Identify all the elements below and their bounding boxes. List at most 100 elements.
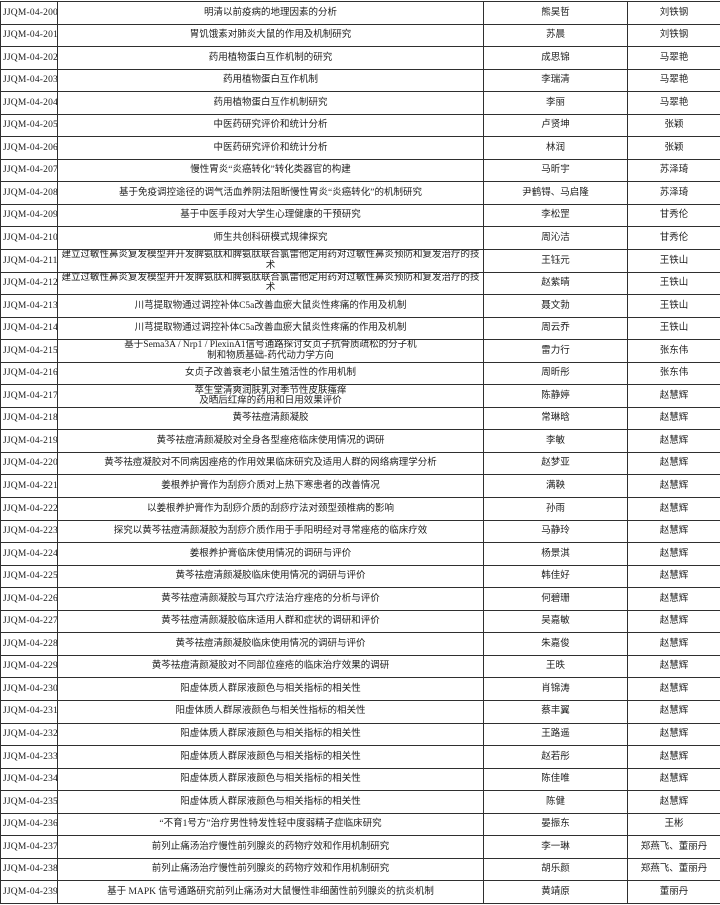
student-name-cell: 赵梦亚 [484, 452, 628, 475]
project-title-cell: 阳虚体质人群尿液颜色与相关指标的相关性 [58, 723, 484, 746]
project-title-cell: 黄芩祛痘清颜凝胶与耳穴疗法治疗痤疮的分析与评价 [58, 588, 484, 611]
project-title-cell: 阳虚体质人群尿液颜色与相关指标的相关性 [58, 768, 484, 791]
project-id-cell: JJQM-04-201 [1, 24, 58, 47]
advisor-name-cell: 王彬 [628, 813, 720, 836]
student-name-cell: 王路遥 [484, 723, 628, 746]
advisor-name-cell: 赵慧辉 [628, 452, 720, 475]
project-title-cell: 姜根养护膏临床使用情况的调研与评价 [58, 543, 484, 566]
project-id-cell: JJQM-04-231 [1, 700, 58, 723]
advisor-name-cell: 董丽丹 [628, 881, 720, 904]
advisor-name-cell: 甘秀伦 [628, 204, 720, 227]
advisor-name-cell: 王铁山 [628, 250, 720, 273]
advisor-name-cell: 赵慧辉 [628, 475, 720, 498]
advisor-name-cell: 赵慧辉 [628, 633, 720, 656]
project-title-cell: 黄芩祛痘清颜凝胶对全身各型痤疮临床使用情况的调研 [58, 430, 484, 453]
project-title-cell: 川芎提取物通过调控补体C5a改善血瘀大鼠炎性疼痛的作用及机制 [58, 317, 484, 340]
student-name-cell: 李丽 [484, 92, 628, 115]
project-title-cell: 探究以黄芩祛痘清颜凝胶为刮痧介质作用于手阳明经对寻常痤疮的临床疗效 [58, 520, 484, 543]
project-title-cell: 中医药研究评价和统计分析 [58, 114, 484, 137]
project-id-cell: JJQM-04-211 [1, 250, 58, 273]
student-name-cell: 李松罡 [484, 204, 628, 227]
project-title-cell: 黄芩祛痘清颜凝胶临床适用人群和症状的调研和评价 [58, 610, 484, 633]
student-name-cell: 晏振东 [484, 813, 628, 836]
advisor-name-cell: 赵慧辉 [628, 768, 720, 791]
project-id-cell: JJQM-04-207 [1, 159, 58, 182]
advisor-name-cell: 马翠艳 [628, 47, 720, 70]
project-id-cell: JJQM-04-225 [1, 565, 58, 588]
project-id-cell: JJQM-04-230 [1, 678, 58, 701]
advisor-name-cell: 张颖 [628, 137, 720, 160]
project-title-cell: 前列止痛汤治疗慢性前列腺炎的药物疗效和作用机制研究 [58, 858, 484, 881]
student-name-cell: 周沁洁 [484, 227, 628, 250]
advisor-name-cell: 赵慧辉 [628, 678, 720, 701]
project-title-cell: 慢性胃炎“炎癌转化”转化类器官的构建 [58, 159, 484, 182]
project-title-cell: 女贞子改善衰老小鼠生殖活性的作用机制 [58, 362, 484, 385]
project-title-cell: 基于Sema3A / Nrp1 / PlexinA1信号通路探讨女贞子抗骨质疏松… [58, 340, 484, 363]
student-name-cell: 黄靖原 [484, 881, 628, 904]
advisor-name-cell: 赵慧辉 [628, 385, 720, 408]
project-id-cell: JJQM-04-202 [1, 47, 58, 70]
project-title-cell: 基于 MAPK 信号通路研究前列止痛汤对大鼠慢性非细菌性前列腺炎的抗炎机制 [58, 881, 484, 904]
advisor-name-cell: 赵慧辉 [628, 746, 720, 769]
advisor-name-cell: 张东伟 [628, 340, 720, 363]
student-name-cell: 赵若彤 [484, 746, 628, 769]
student-name-cell: 朱嘉俊 [484, 633, 628, 656]
advisor-name-cell: 马翠艳 [628, 69, 720, 92]
project-id-cell: JJQM-04-223 [1, 520, 58, 543]
project-id-cell: JJQM-04-208 [1, 182, 58, 205]
project-title-cell: 药用植物蛋白互作机制的研究 [58, 47, 484, 70]
project-title-cell: 建立过敏性鼻炎复发模型并开发脾氨肽和脾氨肽联合氯雷他定用药对过敏性鼻炎预防和复发… [58, 250, 484, 273]
project-title-cell: 阳虚体质人群尿液颜色与相关性指标的相关性 [58, 700, 484, 723]
project-title-cell: 师生共创科研模式规律探究 [58, 227, 484, 250]
project-title-cell: 阳虚体质人群尿液颜色与相关指标的相关性 [58, 746, 484, 769]
project-id-cell: JJQM-04-209 [1, 204, 58, 227]
advisor-name-cell: 赵慧辉 [628, 723, 720, 746]
advisor-name-cell: 赵慧辉 [628, 430, 720, 453]
student-name-cell: 满鞅 [484, 475, 628, 498]
student-name-cell: 雷力行 [484, 340, 628, 363]
project-id-cell: JJQM-04-216 [1, 362, 58, 385]
project-title-cell: 阳虚体质人群尿液颜色与相关指标的相关性 [58, 791, 484, 814]
advisor-name-cell: 赵慧辉 [628, 588, 720, 611]
student-name-cell: 苏晨 [484, 24, 628, 47]
project-title-cell: “不育1号方”治疗男性特发性轻中度弱精子症临床研究 [58, 813, 484, 836]
project-title-cell: 黄芩祛痘清颜凝胶临床使用情况的调研与评价 [58, 565, 484, 588]
project-id-cell: JJQM-04-203 [1, 69, 58, 92]
project-title-cell: 前列止痛汤治疗慢性前列腺炎的药物疗效和作用机制研究 [58, 836, 484, 859]
student-name-cell: 赵紫晴 [484, 272, 628, 295]
table-row: JJQM-04-236“不育1号方”治疗男性特发性轻中度弱精子症临床研究晏振东王… [1, 813, 720, 836]
student-name-cell: 卢贤坤 [484, 114, 628, 137]
student-name-cell: 聂文勃 [484, 295, 628, 318]
advisor-name-cell: 赵慧辉 [628, 565, 720, 588]
project-id-cell: JJQM-04-212 [1, 272, 58, 295]
project-title-cell: 姜根养护膏作为刮痧介质对上热下寒患者的改善情况 [58, 475, 484, 498]
project-title-cell: 黄芩祛痘清颜凝胶对不同部位痤疮的临床治疗效果的调研 [58, 655, 484, 678]
project-title-cell: 胃饥饿素对肺炎大鼠的作用及机制研究 [58, 24, 484, 47]
project-id-cell: JJQM-04-224 [1, 543, 58, 566]
advisor-name-cell: 刘铁钢 [628, 24, 720, 47]
student-name-cell: 胡乐颜 [484, 858, 628, 881]
project-title-cell: 建立过敏性鼻炎复发模型并开发脾氨肽和脾氨肽联合氯雷他定用药对过敏性鼻炎预防和复发… [58, 272, 484, 295]
advisor-name-cell: 赵慧辉 [628, 791, 720, 814]
